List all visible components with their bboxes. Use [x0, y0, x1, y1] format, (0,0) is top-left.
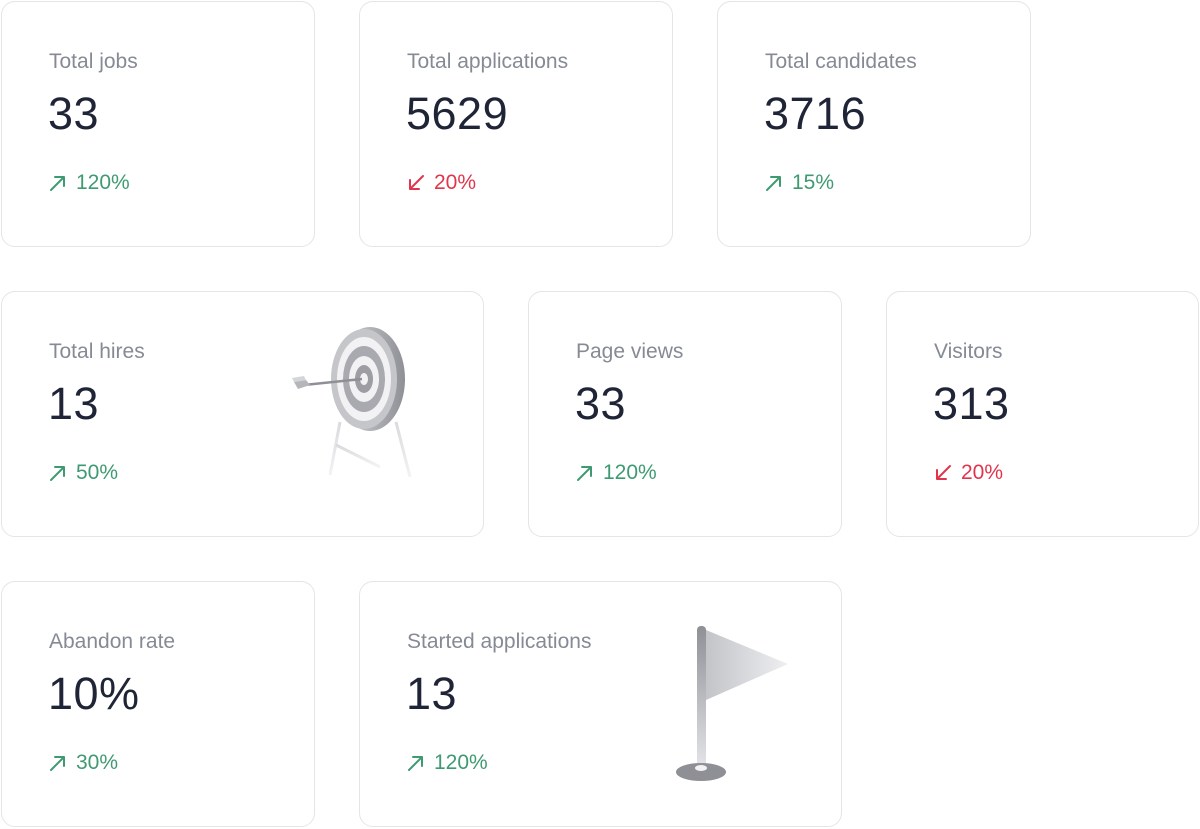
stat-card-started-applications[interactable]: Started applications 13 120%	[359, 581, 842, 827]
stat-trend: 120%	[575, 461, 657, 485]
stat-label: Started applications	[407, 630, 592, 653]
arrow-up-right-icon	[50, 466, 65, 481]
stat-trend-value: 30%	[76, 751, 119, 774]
stat-trend: 20%	[406, 171, 476, 195]
stat-label: Page views	[576, 340, 684, 363]
stat-label: Visitors	[934, 340, 1003, 363]
stat-value: 313	[933, 378, 1010, 429]
target-icon	[292, 327, 412, 505]
arrow-up-right-icon	[50, 176, 65, 191]
stat-trend: 50%	[48, 461, 118, 485]
arrow-up-right-icon	[577, 466, 592, 481]
stat-trend-value: 50%	[76, 461, 119, 484]
stat-trend-value: 120%	[434, 751, 488, 774]
stat-value: 10%	[48, 668, 140, 719]
stat-trend-value: 20%	[961, 461, 1004, 484]
stat-value: 33	[575, 378, 627, 429]
stat-trend: 20%	[933, 461, 1003, 485]
stat-trend: 120%	[406, 751, 488, 775]
stat-label: Total jobs	[49, 50, 138, 73]
stat-label: Total hires	[49, 340, 145, 363]
arrow-up-right-icon	[50, 756, 65, 771]
stat-value: 13	[48, 378, 100, 429]
stat-card-total-applications[interactable]: Total applications 5629 20%	[359, 1, 673, 247]
stat-label: Total applications	[407, 50, 569, 73]
stat-value: 33	[48, 88, 100, 139]
stat-trend-value: 120%	[603, 461, 657, 484]
stat-trend: 120%	[48, 171, 130, 195]
stat-card-total-candidates[interactable]: Total candidates 3716 15%	[717, 1, 1031, 247]
stat-card-total-hires[interactable]: Total hires 13 50%	[1, 291, 484, 537]
arrow-up-right-icon	[408, 756, 423, 771]
stat-trend: 15%	[764, 171, 834, 195]
stat-trend-value: 15%	[792, 171, 835, 194]
flag-icon	[676, 626, 788, 781]
stat-card-abandon-rate[interactable]: Abandon rate 10% 30%	[1, 581, 315, 827]
stat-card-page-views[interactable]: Page views 33 120%	[528, 291, 842, 537]
stat-card-total-jobs[interactable]: Total jobs 33 120%	[1, 1, 315, 247]
arrow-down-left-icon	[936, 465, 951, 480]
arrow-up-right-icon	[766, 176, 781, 191]
stat-trend-value: 120%	[76, 171, 130, 194]
arrow-down-left-icon	[409, 175, 424, 190]
stat-label: Total candidates	[765, 50, 917, 73]
stat-value: 5629	[406, 88, 509, 139]
stat-card-visitors[interactable]: Visitors 313 20%	[886, 291, 1199, 537]
stat-label: Abandon rate	[49, 630, 176, 653]
stat-value: 3716	[764, 88, 867, 139]
stat-trend-value: 20%	[434, 171, 477, 194]
stat-value: 13	[406, 668, 458, 719]
stat-trend: 30%	[48, 751, 118, 775]
